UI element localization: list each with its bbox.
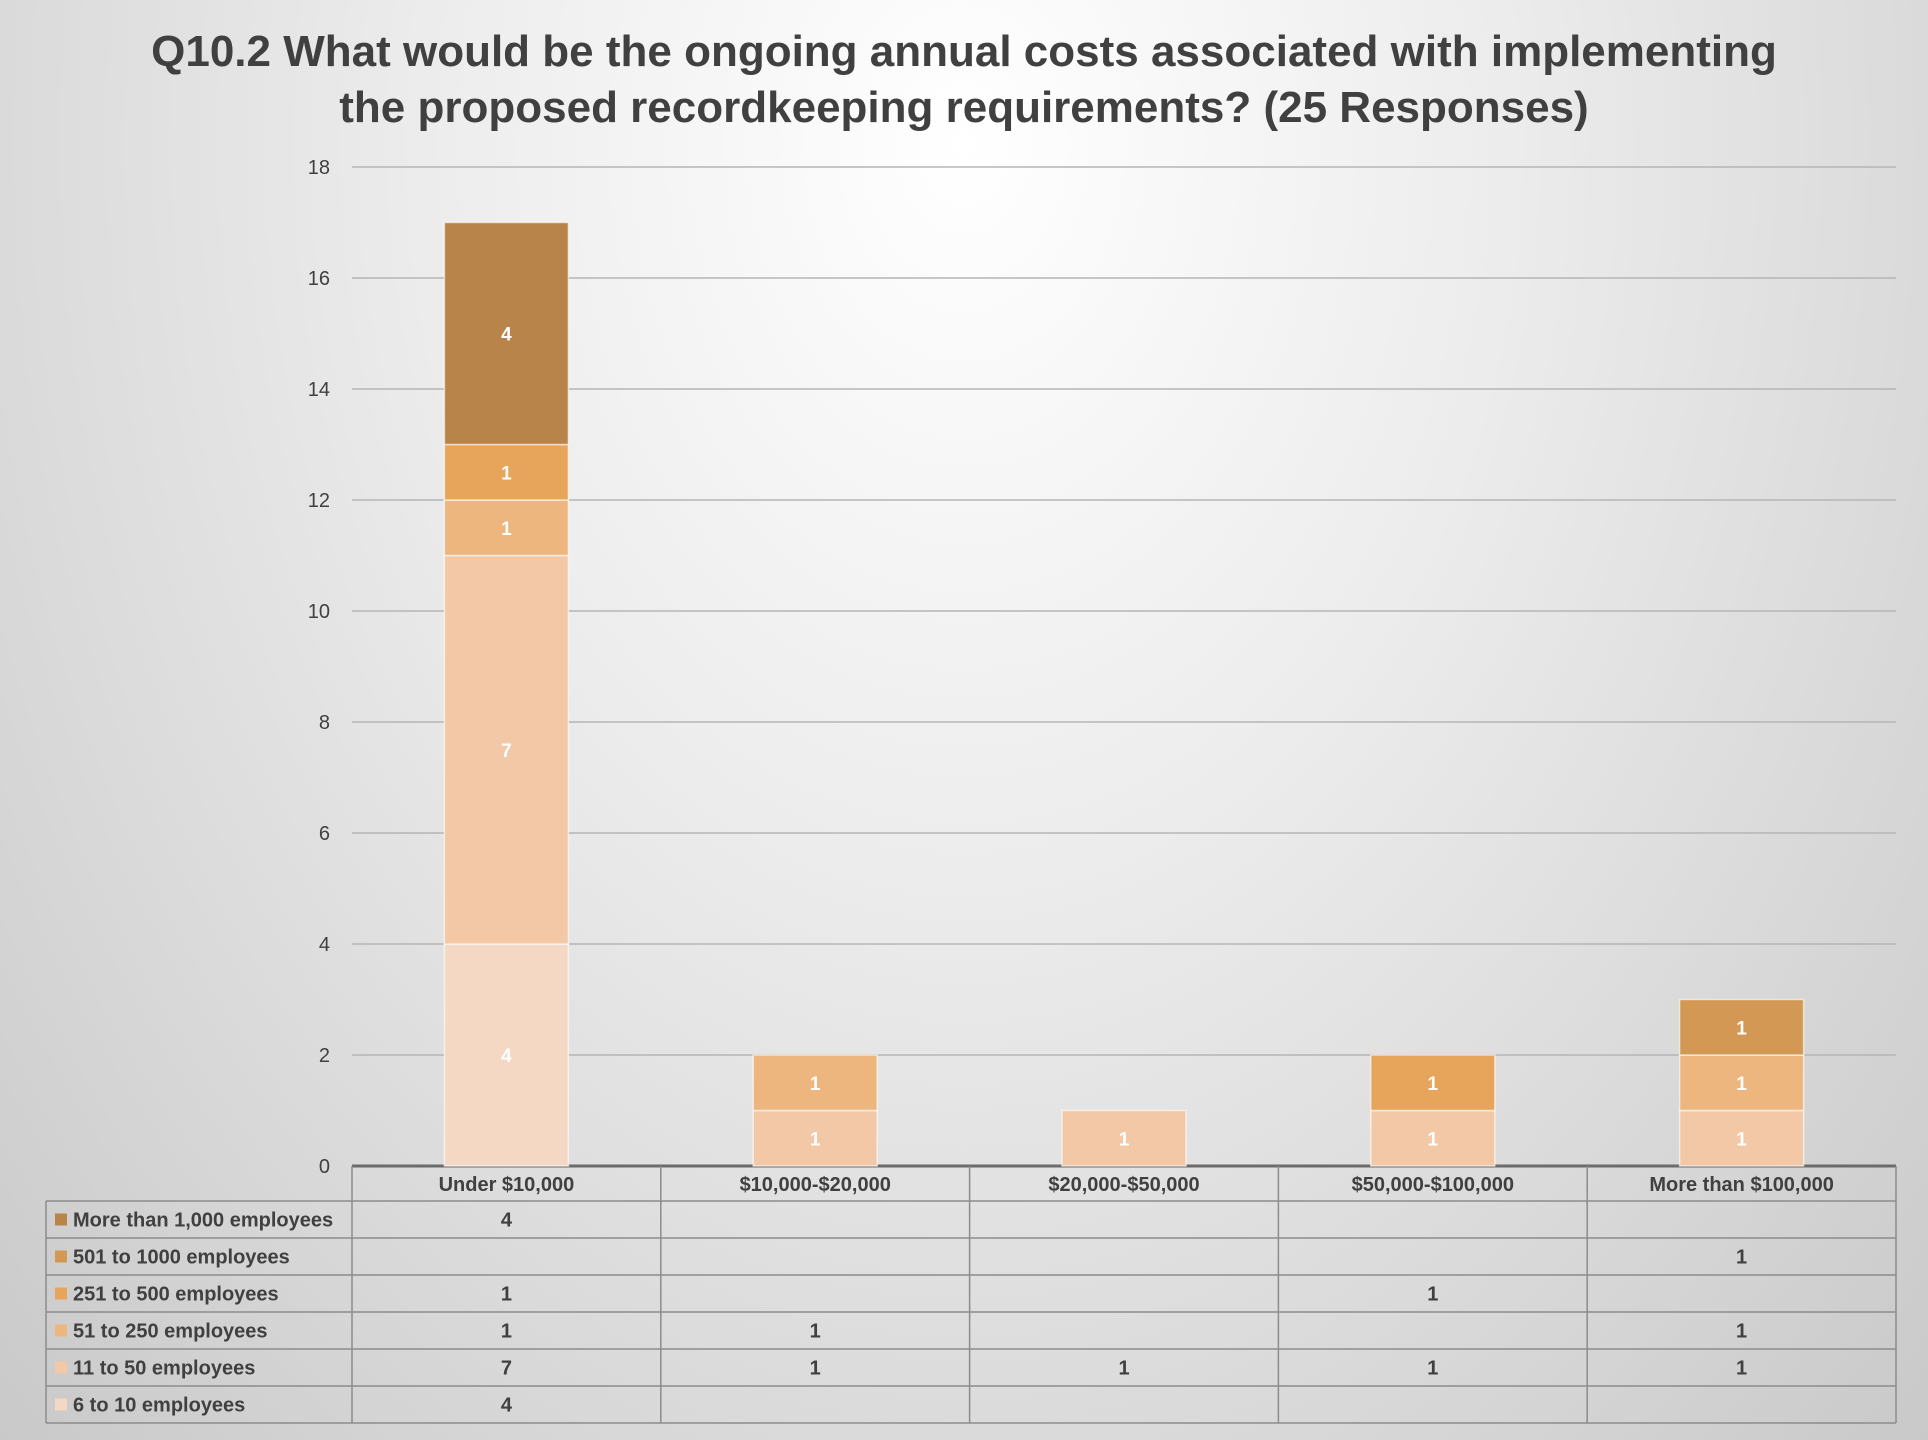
- data-label: 1: [501, 463, 512, 484]
- legend-swatch: [55, 1287, 67, 1300]
- bar-segment: [1678, 1109, 1805, 1167]
- table-cell: 1: [501, 1321, 512, 1343]
- y-tick-label: 8: [319, 712, 330, 734]
- y-tick-label: 14: [308, 379, 330, 401]
- legend-label: More than 1,000 employees: [73, 1210, 333, 1232]
- bar-segment: [752, 1109, 878, 1167]
- chart-title-line-1: Q10.2 What would be the ongoing annual c…: [151, 27, 1777, 76]
- legend-label: 251 to 500 employees: [73, 1284, 279, 1306]
- gridlines: [352, 166, 1896, 1168]
- data-label: 7: [501, 741, 512, 762]
- category-label: Under $10,000: [439, 1174, 575, 1196]
- legend-swatch: [55, 1324, 67, 1337]
- y-tick-label: 18: [308, 157, 330, 179]
- data-label: 1: [1736, 1074, 1747, 1095]
- table-cell: 1: [1736, 1247, 1747, 1269]
- bar-segment: [1370, 1109, 1496, 1167]
- table-cell: 1: [501, 1284, 512, 1306]
- y-tick-label: 12: [308, 490, 330, 512]
- table-cell: 4: [501, 1210, 513, 1232]
- category-label: More than $100,000: [1649, 1174, 1834, 1196]
- y-tick-label: 10: [308, 601, 330, 623]
- data-table: Under $10,000 $10,000-$20,000 $20,000-$50,…: [45, 1166, 1897, 1424]
- legend-swatch: [55, 1361, 67, 1374]
- legend-label: 51 to 250 employees: [73, 1321, 268, 1343]
- table-cell: 1: [1427, 1284, 1438, 1306]
- category-label: $10,000-$20,000: [740, 1174, 891, 1196]
- data-label: 4: [501, 325, 512, 346]
- bar-segment: [443, 554, 570, 945]
- table-cell: 1: [1736, 1321, 1747, 1343]
- table-cell: 7: [501, 1358, 512, 1380]
- bar-segment: [1678, 1054, 1805, 1112]
- table-cell: 1: [1736, 1358, 1747, 1380]
- data-label: 4: [501, 1046, 512, 1067]
- data-label: 1: [501, 519, 512, 540]
- bar-segment: [752, 1054, 878, 1112]
- legend-swatch: [55, 1398, 67, 1411]
- legend-label: 6 to 10 employees: [73, 1395, 245, 1417]
- chart-title-line-2: the proposed recordkeeping requirements?…: [339, 83, 1588, 132]
- bars: [443, 221, 1805, 1167]
- category-label: $20,000-$50,000: [1048, 1174, 1199, 1196]
- data-label: 1: [810, 1074, 821, 1095]
- category-label: $50,000-$100,000: [1352, 1174, 1514, 1196]
- legend-swatch: [55, 1250, 67, 1263]
- data-label: 1: [810, 1129, 821, 1150]
- legend-swatch: [55, 1213, 67, 1226]
- data-label: 1: [1428, 1129, 1439, 1150]
- y-tick-label: 0: [319, 1156, 330, 1178]
- table-cell: 1: [810, 1358, 821, 1380]
- bar-segment: [443, 443, 570, 501]
- y-axis-ticks: 0 2 4 6 8 10 12 14 16 18: [308, 157, 330, 1178]
- bar-segment: [1061, 1109, 1187, 1167]
- bar-segment: [1370, 1054, 1496, 1112]
- y-tick-label: 6: [319, 823, 330, 845]
- data-label: 1: [1736, 1129, 1747, 1150]
- data-label: 1: [1119, 1129, 1130, 1150]
- table-cell: 1: [810, 1321, 821, 1343]
- data-label: 1: [1736, 1018, 1747, 1039]
- bar-segment: [1678, 998, 1805, 1056]
- table-cell: 1: [1118, 1358, 1129, 1380]
- y-tick-label: 16: [308, 268, 330, 290]
- table-cell: 1: [1427, 1358, 1438, 1380]
- legend-label: 501 to 1000 employees: [73, 1247, 290, 1269]
- data-labels: 4 7 1 1 4 1 1 1 1 1 1 1 1: [501, 325, 1747, 1151]
- data-label: 1: [1428, 1074, 1439, 1095]
- y-tick-label: 4: [319, 934, 330, 956]
- legend-label: 11 to 50 employees: [73, 1358, 255, 1380]
- bar-segment: [443, 499, 570, 557]
- bar-segment: [443, 221, 570, 446]
- chart-title: Q10.2 What would be the ongoing annual c…: [151, 27, 1777, 132]
- y-tick-label: 2: [319, 1045, 330, 1067]
- table-cell: 4: [501, 1395, 513, 1417]
